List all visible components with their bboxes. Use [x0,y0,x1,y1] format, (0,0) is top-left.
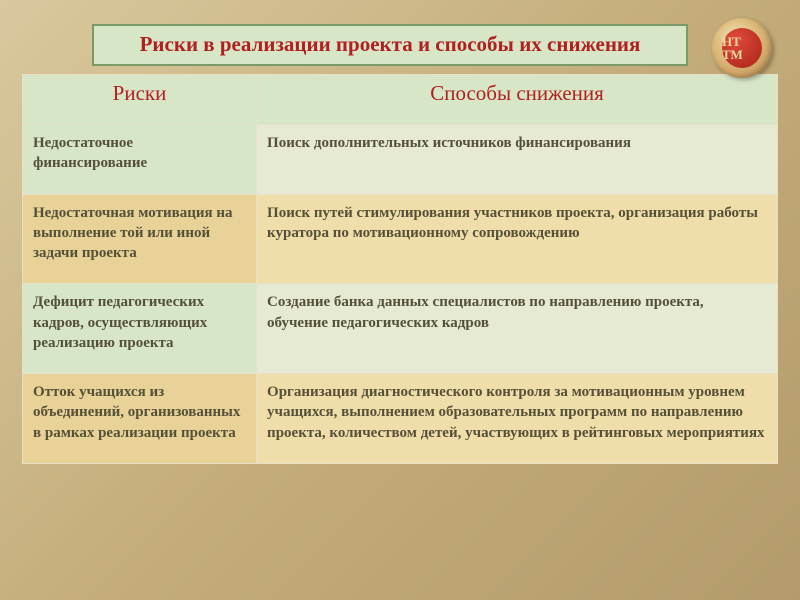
risks-table: Риски Способы снижения Недостаточное фин… [22,74,778,464]
table-row: Отток учащихся из объединений, организов… [23,374,778,464]
table-header-row: Риски Способы снижения [23,75,778,125]
table-row: Дефицит педагогических кадров, осуществл… [23,284,778,374]
header-risks: Риски [23,75,257,125]
cell-risk: Недостаточная мотивация на выполнение то… [23,194,257,284]
table-row: Недостаточная мотивация на выполнение то… [23,194,778,284]
table-row: Недостаточное финансирование Поиск допол… [23,125,778,195]
slide: НТ ТМ Риски в реализации проекта и спосо… [0,0,800,600]
slide-title: Риски в реализации проекта и способы их … [140,32,641,56]
cell-risk: Дефицит педагогических кадров, осуществл… [23,284,257,374]
logo-badge: НТ ТМ [712,18,772,78]
cell-mitigation: Организация диагностического контроля за… [257,374,778,464]
logo-text: НТ ТМ [722,28,762,68]
slide-title-box: Риски в реализации проекта и способы их … [92,24,688,66]
header-mitigation: Способы снижения [257,75,778,125]
cell-mitigation: Создание банка данных специалистов по на… [257,284,778,374]
cell-risk: Недостаточное финансирование [23,125,257,195]
cell-mitigation: Поиск путей стимулирования участников пр… [257,194,778,284]
cell-risk: Отток учащихся из объединений, организов… [23,374,257,464]
cell-mitigation: Поиск дополнительных источников финансир… [257,125,778,195]
